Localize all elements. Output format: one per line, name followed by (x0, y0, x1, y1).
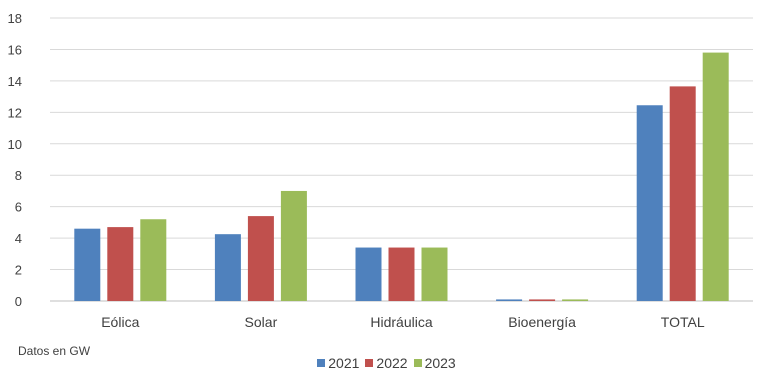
bar-chart: 0 2 4 6 8 10 12 14 16 18 Eólica Solar Hidráulica Bioe… (8, 11, 753, 330)
legend-swatch (365, 359, 374, 367)
y-tick-label: 16 (8, 42, 22, 57)
y-tick-label: 10 (8, 137, 22, 152)
y-tick-label: 2 (15, 263, 22, 278)
bar-2022 (669, 86, 696, 302)
legend-item-2022: 2022 (365, 355, 408, 371)
legend-label: 2022 (376, 355, 408, 371)
bar-2022 (107, 227, 134, 301)
x-tick-label: Hidráulica (370, 314, 432, 330)
legend-label: 2023 (424, 355, 456, 371)
y-tick-label: 18 (8, 11, 22, 26)
bar-2022 (247, 216, 274, 301)
y-tick-label: 14 (8, 74, 22, 89)
bar-2023 (140, 219, 167, 301)
bar-2021 (355, 247, 382, 301)
bar-2021 (496, 299, 523, 301)
y-tick-label: 4 (15, 231, 22, 246)
chart-legend: 2021 2022 2023 (0, 354, 773, 371)
legend-label: 2021 (328, 355, 360, 371)
y-tick-label: 8 (15, 168, 22, 183)
x-tick-label: Solar (245, 314, 278, 330)
x-tick-label: TOTAL (661, 314, 705, 330)
bar-2023 (702, 52, 729, 301)
units-note: Datos en GW (18, 344, 91, 358)
bar-2023 (421, 247, 448, 301)
legend-item-2021: 2021 (317, 355, 359, 371)
bar-2021 (74, 228, 101, 301)
bar-2021 (636, 105, 663, 301)
bar-2022 (388, 247, 415, 301)
bar-2023 (562, 299, 589, 301)
y-tick-label: 12 (8, 105, 22, 120)
bar-2023 (280, 190, 307, 301)
y-tick-label: 0 (15, 294, 22, 309)
x-tick-label: Bioenergía (508, 314, 576, 330)
bar-2021 (214, 234, 241, 301)
x-tick-label: Eólica (101, 314, 139, 330)
bar-2022 (529, 299, 556, 301)
legend-swatch (413, 359, 422, 367)
legend-swatch (317, 359, 326, 367)
legend-item-2023: 2023 (413, 355, 456, 371)
y-tick-label: 6 (15, 200, 22, 215)
